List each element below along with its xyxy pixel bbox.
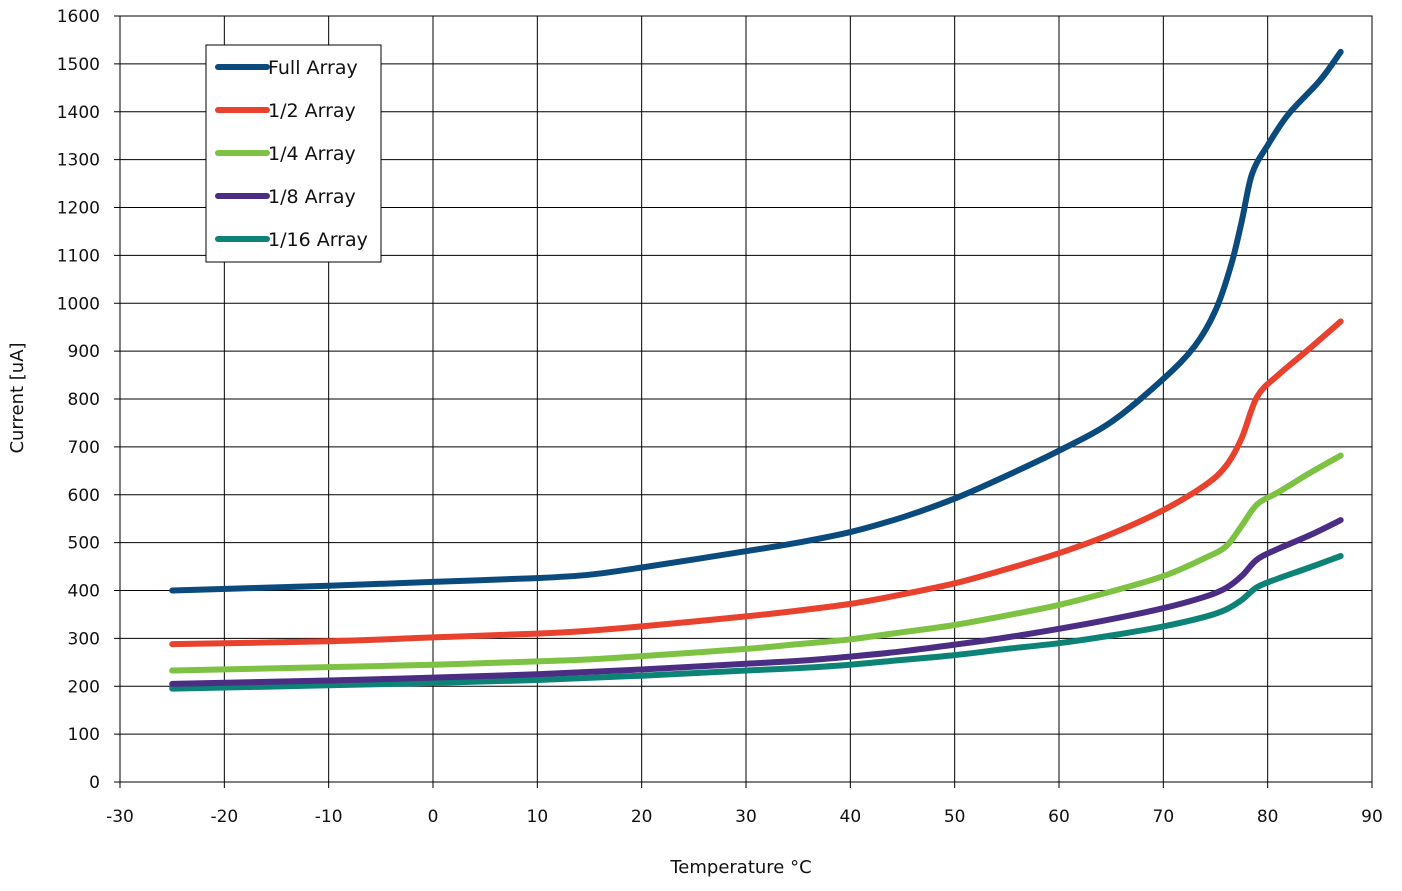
y-tick-label: 500 xyxy=(68,534,100,554)
legend-label: 1/16 Array xyxy=(268,229,368,251)
x-tick-label: 10 xyxy=(527,807,549,827)
y-tick-label: 800 xyxy=(68,390,100,410)
series-line-1-4-array xyxy=(169,452,1344,674)
y-tick-label: 1300 xyxy=(57,151,100,171)
series-line-1-8-array xyxy=(169,517,1344,687)
y-tick-label: 0 xyxy=(89,773,100,793)
x-tick-label: -20 xyxy=(210,807,238,827)
x-tick-label: 20 xyxy=(631,807,653,827)
series-lines xyxy=(169,48,1344,692)
legend-label: 1/8 Array xyxy=(268,186,356,208)
y-tick-label: 1000 xyxy=(57,294,100,314)
series-line-1-16-array xyxy=(169,553,1344,692)
legend-label: 1/2 Array xyxy=(268,100,356,122)
legend: Full Array 1/2 Array 1/4 Array 1/8 Array 1/1… xyxy=(205,44,382,263)
y-tick-label: 1600 xyxy=(57,7,100,27)
y-tick-label: 600 xyxy=(68,486,100,506)
x-axis-title: Temperature °C xyxy=(669,857,811,878)
y-axis-title: Current [uA] xyxy=(7,342,28,453)
y-tick-label: 900 xyxy=(68,342,100,362)
x-tick-label: 90 xyxy=(1361,807,1383,827)
x-tick-label: 70 xyxy=(1153,807,1175,827)
x-tick-label: 30 xyxy=(735,807,757,827)
y-tick-label: 300 xyxy=(68,629,100,649)
series-line-1-2-array xyxy=(169,318,1344,648)
y-tick-label: 1500 xyxy=(57,55,100,75)
x-tick-label: 60 xyxy=(1048,807,1070,827)
x-tick-label: 50 xyxy=(944,807,966,827)
x-tick-label: 40 xyxy=(840,807,862,827)
axes: -30 -20 -10 0 10 20 30 40 50 60 70 80 90010020030040… xyxy=(57,7,1383,827)
x-tick-label: 80 xyxy=(1257,807,1279,827)
legend-label: 1/4 Array xyxy=(268,143,356,165)
plot-frame xyxy=(119,15,1373,783)
x-tick-label: -10 xyxy=(315,807,343,827)
y-tick-label: 100 xyxy=(68,725,100,745)
y-tick-label: 200 xyxy=(68,677,100,697)
y-tick-label: 1100 xyxy=(57,246,100,266)
legend-label: Full Array xyxy=(268,57,358,79)
x-tick-label: 0 xyxy=(428,807,439,827)
y-tick-label: 400 xyxy=(68,582,100,602)
y-tick-label: 1400 xyxy=(57,103,100,123)
x-tick-label: -30 xyxy=(106,807,134,827)
y-tick-label: 700 xyxy=(68,438,100,458)
y-tick-label: 1200 xyxy=(57,199,100,219)
series-line-full-array xyxy=(169,48,1344,594)
